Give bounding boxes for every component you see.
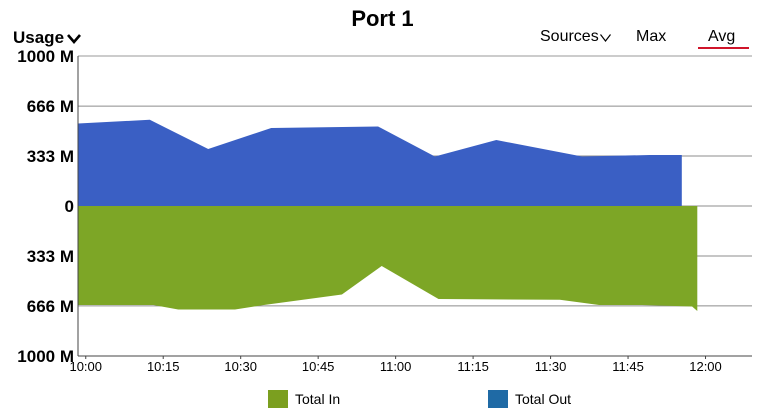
selected-indicator <box>698 47 749 49</box>
x-tick-label: 10:30 <box>224 359 257 374</box>
y-tick-label: 333 M <box>27 147 74 166</box>
legend-label-total-in: Total In <box>295 391 341 407</box>
area-total-in <box>78 206 698 311</box>
y-tick-label: 666 M <box>27 97 74 116</box>
avg-option[interactable]: Avg <box>708 28 736 45</box>
chevron-down-icon <box>67 34 82 44</box>
sources-dropdown[interactable]: Sources <box>540 28 612 46</box>
x-tick-label: 11:30 <box>535 359 567 374</box>
chart-title: Port 1 <box>351 6 414 31</box>
max-option[interactable]: Max <box>636 28 667 45</box>
chart-frame <box>77 55 752 357</box>
metric-label: Usage <box>13 28 65 47</box>
legend-swatch-total-out <box>488 390 508 408</box>
metric-selector[interactable]: Usage <box>13 28 82 48</box>
legend-swatch-total-in <box>268 390 288 408</box>
y-tick-label: 1000 M <box>17 47 74 66</box>
y-tick-labels: 1000 M 666 M 333 M 0 333 M 666 M 1000 M <box>17 47 74 366</box>
chevron-down-icon <box>599 33 611 42</box>
x-tick-labels: 10:00 10:15 10:30 10:45 11:00 11:15 11:30 11:45… <box>69 356 722 374</box>
x-tick-label: 10:00 <box>69 359 102 374</box>
chart-areas <box>77 119 698 312</box>
x-tick-label: 11:00 <box>380 359 412 374</box>
x-tick-label: 11:15 <box>457 359 489 374</box>
x-tick-label: 10:15 <box>147 359 180 374</box>
x-tick-label: 12:00 <box>689 359 722 374</box>
x-tick-label: 10:45 <box>302 359 335 374</box>
y-tick-label: 666 M <box>27 297 74 316</box>
y-tick-label: 333 M <box>27 247 74 266</box>
legend-label-total-out: Total Out <box>515 391 572 407</box>
legend-item-total-out[interactable]: Total Out <box>488 390 571 408</box>
area-total-out <box>78 119 682 206</box>
y-tick-label: 0 <box>65 197 74 216</box>
x-tick-label: 11:45 <box>612 359 644 374</box>
y-tick-label: 1000 M <box>17 347 74 366</box>
legend-item-total-in[interactable]: Total In <box>268 390 340 408</box>
sources-label: Sources <box>540 28 599 45</box>
